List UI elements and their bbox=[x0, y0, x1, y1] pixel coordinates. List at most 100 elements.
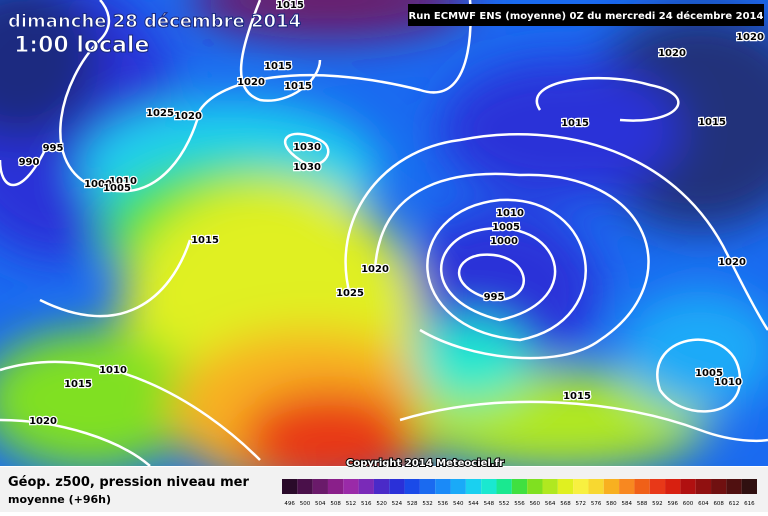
isobar-label: 995 bbox=[484, 292, 505, 303]
isobar-label: 1015 bbox=[264, 61, 292, 72]
isobar-label: 990 bbox=[19, 157, 40, 168]
isobar-label: 1020 bbox=[174, 111, 202, 122]
colorbar-cell bbox=[282, 479, 298, 494]
run-info: Run ECMWF ENS (moyenne) 0Z du mercredi 2… bbox=[409, 10, 764, 22]
colorbar-label: 608 bbox=[713, 501, 724, 507]
colorbar-label: 524 bbox=[392, 501, 403, 507]
colorbar-cell bbox=[496, 479, 512, 494]
colorbar-cell bbox=[603, 479, 620, 494]
colorbar-label: 568 bbox=[560, 501, 571, 507]
isobar-label: 1000 bbox=[84, 179, 112, 190]
colorbar-label: 596 bbox=[667, 501, 678, 507]
isobar-label: 1015 bbox=[64, 379, 92, 390]
isobar-label: 1015 bbox=[698, 117, 726, 128]
map-time: 1:00 locale bbox=[14, 33, 149, 58]
isobar-label: 1020 bbox=[29, 416, 57, 427]
isobar-label: 1025 bbox=[146, 108, 174, 119]
isobar-label: 995 bbox=[43, 143, 64, 154]
colorbar-cell bbox=[511, 479, 528, 494]
colorbar-label: 544 bbox=[468, 501, 479, 507]
isobar-label: 1020 bbox=[718, 257, 746, 268]
isobar-label: 1025 bbox=[336, 288, 364, 299]
isobar-label: 1020 bbox=[237, 77, 265, 88]
colorbar-cell bbox=[419, 479, 436, 494]
colorbar-label: 520 bbox=[376, 501, 387, 507]
colorbar-cell bbox=[726, 479, 742, 494]
colorbar-cell bbox=[680, 479, 696, 494]
isobars bbox=[0, 0, 768, 466]
isobar-label: 1015 bbox=[561, 118, 589, 129]
colorbar-cell bbox=[343, 479, 359, 494]
copyright: Copyright 2014 Meteociel.fr bbox=[346, 458, 504, 469]
isobar-label: 1005 bbox=[695, 368, 723, 379]
colorbar: 496 500 504 508 512 516 520 524 528 532 536 540 544 5… bbox=[282, 479, 757, 507]
colorbar-cell bbox=[619, 479, 635, 494]
colorbar-label: 576 bbox=[591, 501, 602, 507]
colorbar-cell bbox=[634, 479, 650, 494]
isobar-label: 1000 bbox=[490, 236, 518, 247]
colorbar-cell bbox=[741, 479, 757, 494]
colorbar-label: 540 bbox=[453, 501, 464, 507]
colorbar-cell bbox=[312, 479, 328, 494]
colorbar-label: 512 bbox=[346, 501, 357, 507]
colorbar-label: 600 bbox=[683, 501, 694, 507]
colorbar-label: 508 bbox=[330, 501, 341, 507]
colorbar-cell bbox=[450, 479, 466, 494]
isobar-label: 1010 bbox=[496, 208, 524, 219]
isobar-label: 1010 bbox=[714, 377, 742, 388]
colorbar-cell bbox=[649, 479, 666, 494]
colorbar-cell bbox=[389, 479, 405, 494]
colorbar-cell bbox=[711, 479, 727, 494]
colorbar-label: 556 bbox=[514, 501, 525, 507]
colorbar-cell bbox=[557, 479, 574, 494]
isobar-label: 1010 bbox=[109, 176, 137, 187]
colorbar-label: 500 bbox=[300, 501, 311, 507]
colorbar-cell bbox=[665, 479, 681, 494]
isobar-label: 1005 bbox=[103, 183, 131, 194]
colorbar-cell bbox=[542, 479, 558, 494]
colorbar-label: 548 bbox=[484, 501, 495, 507]
colorbar-cell bbox=[465, 479, 482, 494]
colorbar-cell bbox=[373, 479, 390, 494]
colorbar-label: 504 bbox=[315, 501, 326, 507]
colorbar-cell bbox=[573, 479, 589, 494]
isobar-label: 1015 bbox=[284, 81, 312, 92]
colorbar-label: 516 bbox=[361, 501, 372, 507]
colorbar-cell bbox=[695, 479, 712, 494]
colorbar-label: 584 bbox=[622, 501, 633, 507]
colorbar-label: 588 bbox=[637, 501, 648, 507]
colorbar-label: 616 bbox=[744, 501, 755, 507]
colorbar-label: 528 bbox=[407, 501, 418, 507]
colorbar-cell bbox=[297, 479, 313, 494]
colorbar-cell bbox=[435, 479, 451, 494]
colorbar-label: 580 bbox=[606, 501, 617, 507]
colorbar-label: 496 bbox=[284, 501, 295, 507]
colorbar-cell bbox=[358, 479, 374, 494]
footer-subtitle: moyenne (+96h) bbox=[8, 493, 111, 506]
colorbar-label: 604 bbox=[698, 501, 709, 507]
colorbar-label: 592 bbox=[652, 501, 663, 507]
colorbar-label: 552 bbox=[499, 501, 510, 507]
isobar-label: 1015 bbox=[276, 0, 304, 11]
isobar-label: 1020 bbox=[361, 264, 389, 275]
map-field bbox=[0, 0, 768, 466]
colorbar-label: 564 bbox=[545, 501, 556, 507]
run-banner bbox=[408, 4, 764, 26]
colorbar-label: 536 bbox=[438, 501, 449, 507]
isobar-label: 1015 bbox=[191, 235, 219, 246]
colorbar-cell bbox=[327, 479, 344, 494]
colorbar-cell bbox=[481, 479, 497, 494]
isobar-label: 1020 bbox=[736, 32, 764, 43]
isobar-label: 1005 bbox=[492, 222, 520, 233]
colorbar-label: 572 bbox=[576, 501, 587, 507]
isobar-label: 1030 bbox=[293, 162, 321, 173]
map-date: dimanche 28 décembre 2014 bbox=[8, 11, 301, 32]
isobar-label: 1020 bbox=[658, 48, 686, 59]
isobar-label: 1010 bbox=[99, 365, 127, 376]
colorbar-label: 532 bbox=[422, 501, 433, 507]
colorbar-cell bbox=[404, 479, 420, 494]
colorbar-label: 560 bbox=[530, 501, 541, 507]
isobar-label: 1015 bbox=[563, 391, 591, 402]
colorbar-label: 612 bbox=[729, 501, 740, 507]
